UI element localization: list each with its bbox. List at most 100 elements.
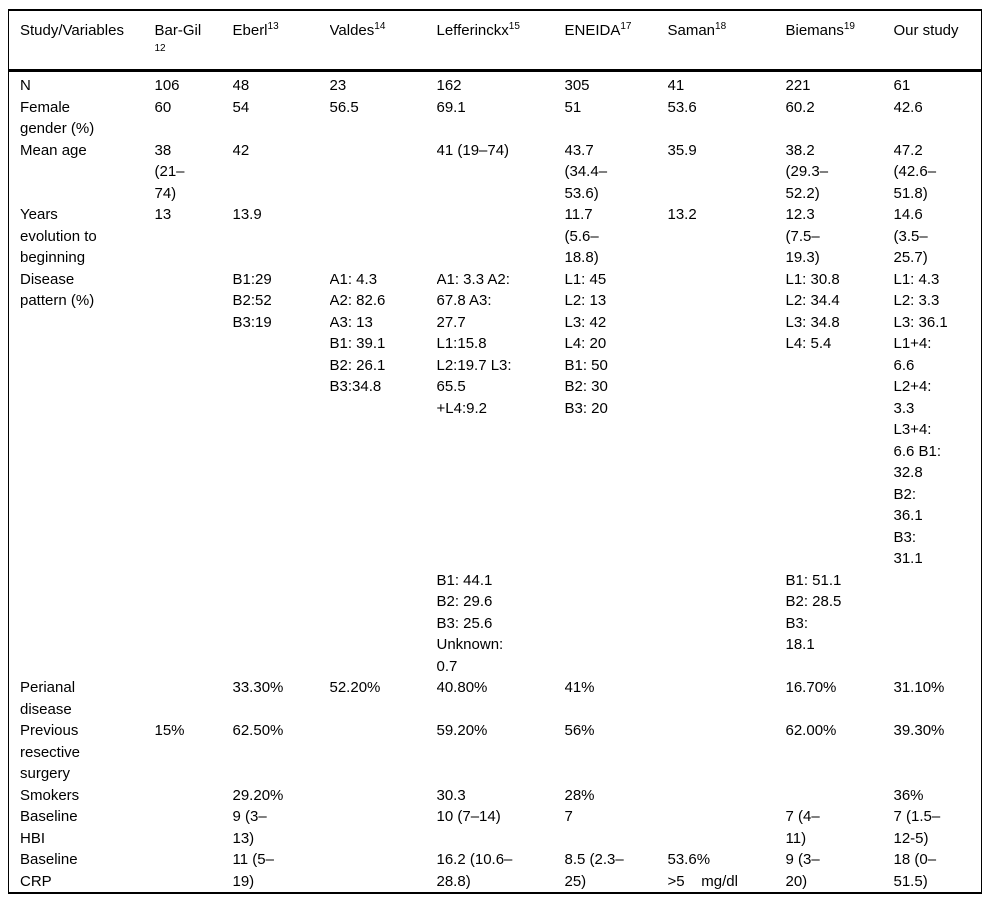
column-header-label: Valdes: [329, 22, 375, 39]
row-label: Baseline HBI: [20, 808, 78, 847]
cell: 7 (4– 11): [785, 808, 820, 847]
cell: 56%: [564, 722, 595, 739]
cell: 39.30%: [893, 722, 945, 739]
column-header: Study/Variables: [8, 10, 155, 72]
column-header-label: Our study: [893, 22, 959, 39]
cell: [668, 720, 786, 785]
table-row: Years evolution to beginning 13 13.9 11.7 (…: [9, 204, 982, 269]
column-header-label: Lefferinckx: [436, 22, 509, 39]
citation-superscript: 18: [715, 21, 727, 32]
table-row: Female gender (%) 60 54 56.5 69.1 51 53.6 60.2 4…: [9, 97, 982, 140]
cell: 51: [564, 98, 582, 116]
cell: 11 (5– 19): [232, 851, 274, 890]
cell: [155, 785, 233, 807]
cell: 221: [785, 77, 811, 94]
table-row: Previous resective surgery 15% 62.50% 59.20…: [9, 720, 982, 785]
column-header-label: Study/Variables: [20, 22, 124, 39]
column-header: Saman18: [667, 10, 786, 72]
column-header: Lefferinckx15: [436, 10, 565, 72]
cell: [330, 204, 437, 269]
cell: [668, 269, 786, 570]
cell: 42.6: [893, 98, 923, 116]
row-label: Baseline CRP: [20, 851, 78, 890]
cell: B1:29 B2:52 B3:19: [232, 270, 272, 331]
cell: [565, 570, 668, 678]
cell: 28%: [564, 786, 595, 804]
cell: 305: [564, 77, 590, 94]
cell: 8.5 (2.3– 25): [564, 851, 624, 890]
cell: 7: [564, 808, 573, 825]
cell: 53.6% >5 mg/dl: [667, 851, 738, 890]
table-row: Mean age 38 (21– 74) 42 41 (19–74) 43.7 (34.…: [9, 140, 982, 205]
cell: B1: 51.1 B2: 28.5 B3: 18.1: [785, 571, 842, 654]
table-row: Baseline HBI 9 (3– 13) 10 (7–14) 7 7 (4– 11)…: [9, 806, 982, 849]
table-header: Study/Variables Bar-Gil 12 Eberl13 Valdes14 L…: [8, 10, 982, 72]
row-label: Perianal disease: [20, 679, 76, 718]
row-label: N: [20, 77, 31, 94]
citation-superscript: 12: [154, 42, 166, 54]
cell: [668, 806, 786, 849]
cell: [155, 677, 233, 720]
cell: L1: 30.8 L2: 34.4 L3: 34.8 L4: 5.4: [785, 270, 840, 353]
cell: 23: [329, 77, 347, 94]
row-label: Smokers: [20, 786, 80, 804]
column-header-label: Bar-Gil: [154, 22, 202, 39]
row-label: Years evolution to beginning: [20, 206, 97, 266]
cell: 9 (3– 20): [785, 851, 820, 890]
citation-superscript: 15: [508, 21, 520, 32]
cell: 16.70%: [785, 679, 837, 696]
cell: [330, 140, 437, 205]
studies-comparison-table: Study/Variables Bar-Gil 12 Eberl13 Valdes14 L…: [8, 9, 982, 894]
row-label: Female gender (%): [20, 98, 95, 138]
cell: 52.20%: [329, 679, 381, 696]
cell: 41: [667, 77, 685, 94]
cell: 41 (19–74): [436, 141, 510, 159]
row-label: Mean age: [20, 141, 87, 159]
table-row: Baseline CRP 11 (5– 19) 16.2 (10.6– 28.8) 8…: [9, 849, 982, 893]
cell: 53.6: [667, 98, 697, 116]
cell: [155, 269, 233, 570]
cell: 7 (1.5– 12-5): [893, 808, 941, 847]
cell: 36%: [893, 786, 924, 804]
cell: [786, 785, 894, 807]
cell: 42: [232, 141, 250, 159]
column-header: Bar-Gil 12: [154, 10, 233, 72]
column-header: Eberl13: [232, 10, 330, 72]
cell: 106: [154, 77, 180, 94]
cell: [155, 849, 233, 893]
cell: 38 (21– 74): [154, 141, 185, 202]
cell: L1: 4.3 L2: 3.3 L3: 36.1 L1+4: 6.6 L2+4:…: [893, 270, 948, 568]
column-header-label: Eberl: [232, 22, 268, 39]
column-header-label: ENEIDA: [564, 22, 621, 39]
cell: 38.2 (29.3– 52.2): [785, 141, 829, 202]
cell: 35.9: [667, 141, 697, 159]
cell: [155, 806, 233, 849]
cell: 11.7 (5.6– 18.8): [564, 206, 599, 266]
cell: 30.3: [436, 786, 466, 804]
cell: [668, 677, 786, 720]
cell: [668, 785, 786, 807]
cell: 15%: [154, 722, 185, 739]
table-row: Smokers 29.20% 30.3 28% 36%: [9, 785, 982, 807]
column-header: ENEIDA17: [564, 10, 668, 72]
cell: 40.80%: [436, 679, 488, 696]
cell: 60.2: [785, 98, 815, 116]
table-row: Perianal disease 33.30% 52.20% 40.80% 41% 16.…: [9, 677, 982, 720]
row-label: [9, 570, 155, 678]
citation-superscript: 17: [620, 21, 632, 32]
cell: 14.6 (3.5– 25.7): [893, 206, 928, 266]
cell: 10 (7–14): [436, 808, 501, 825]
column-header-label: Saman: [667, 22, 716, 39]
cell: 41%: [564, 679, 595, 696]
cell: [330, 806, 437, 849]
cell: [437, 204, 565, 269]
cell: [668, 570, 786, 678]
table-row: B1: 44.1 B2: 29.6 B3: 25.6 Unknown: 0.7 B…: [9, 570, 982, 678]
cell: 162: [436, 77, 462, 94]
cell: 16.2 (10.6– 28.8): [436, 851, 513, 890]
cell: 60: [154, 98, 172, 116]
cell: [330, 785, 437, 807]
cell: 18 (0– 51.5): [893, 851, 937, 890]
cell: 29.20%: [232, 786, 284, 804]
